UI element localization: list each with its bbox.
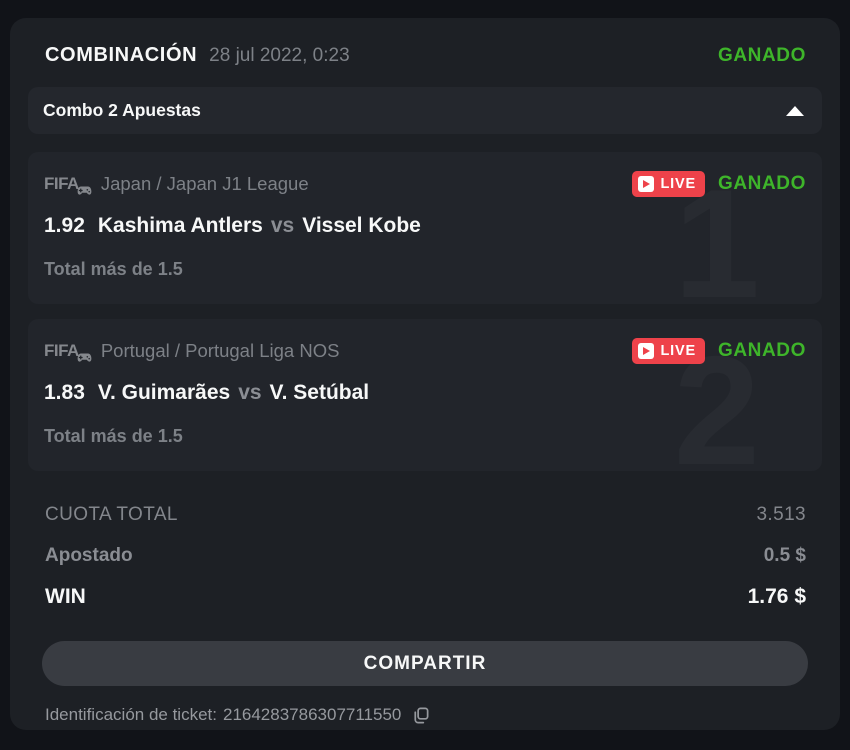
bet-top-row: FIFA Japan / Japan J1 League LIVE GANADO: [44, 171, 806, 197]
bet-market-selection: Total más de 1.5: [44, 259, 183, 279]
gamepad-icon: [77, 353, 92, 362]
ticket-header-left: COMBINACIÓN 28 jul 2022, 0:23: [45, 44, 350, 67]
vs-label: vs: [270, 214, 295, 237]
bet-summary: CUOTA TOTAL 3.513 Apostado 0.5 $ WIN 1.7…: [28, 486, 822, 617]
bet-card-2: 2 FIFA Portugal / Portugal Liga NOS LIVE…: [28, 319, 822, 471]
fifa-esports-icon: FIFA: [44, 341, 92, 362]
total-odds-label: CUOTA TOTAL: [45, 503, 178, 525]
bet-status-label: GANADO: [717, 173, 806, 194]
ticket-id-row: Identificación de ticket: 21642837863077…: [28, 686, 822, 725]
bet-odds: 1.92: [44, 214, 85, 237]
stake-label: Apostado: [45, 544, 133, 566]
win-row: WIN 1.76 $: [45, 576, 806, 617]
away-team-name: Vissel Kobe: [302, 214, 421, 237]
ticket-type-title: COMBINACIÓN: [45, 44, 198, 66]
live-label: LIVE: [660, 343, 696, 359]
ticket-id-value: 2164283786307711550: [222, 705, 402, 724]
fifa-esports-icon: FIFA: [44, 174, 92, 195]
fifa-logo-text: FIFA: [44, 341, 79, 360]
bet-status-group: LIVE GANADO: [631, 171, 806, 197]
chevron-up-icon[interactable]: [786, 105, 804, 116]
ticket-id-label: Identificación de ticket:: [45, 705, 217, 724]
fifa-logo-text: FIFA: [44, 174, 79, 193]
bet-market-selection: Total más de 1.5: [44, 426, 183, 446]
bet-card-1: 1 FIFA Japan / Japan J1 League LIVE GANA…: [28, 152, 822, 304]
live-badge: LIVE: [631, 171, 705, 197]
away-team-name: V. Setúbal: [269, 381, 370, 404]
play-icon: [637, 343, 654, 359]
live-label: LIVE: [660, 176, 696, 192]
stake-value: 0.5 $: [763, 544, 806, 566]
home-team-name: Kashima Antlers: [97, 214, 263, 237]
ticket-datetime: 28 jul 2022, 0:23: [209, 45, 350, 66]
league-row: FIFA Japan / Japan J1 League: [44, 173, 309, 195]
league-name: Japan / Japan J1 League: [100, 173, 309, 194]
match-row: 1.83 V. Guimarães vs V. Setúbal: [44, 381, 806, 405]
live-badge: LIVE: [631, 338, 705, 364]
gamepad-icon: [77, 186, 92, 195]
ticket-header: COMBINACIÓN 28 jul 2022, 0:23 GANADO: [28, 18, 822, 87]
combo-accordion-header[interactable]: Combo 2 Apuestas: [28, 87, 822, 134]
ticket-status-label: GANADO: [717, 44, 806, 66]
vs-label: vs: [238, 381, 262, 404]
bet-status-group: LIVE GANADO: [631, 338, 806, 364]
bet-top-row: FIFA Portugal / Portugal Liga NOS LIVE G…: [44, 338, 806, 364]
bet-odds: 1.83: [44, 381, 85, 404]
league-row: FIFA Portugal / Portugal Liga NOS: [44, 340, 339, 362]
league-name: Portugal / Portugal Liga NOS: [100, 340, 340, 361]
total-odds-row: CUOTA TOTAL 3.513: [45, 494, 806, 535]
play-icon: [637, 176, 654, 192]
win-value: 1.76 $: [747, 584, 806, 608]
bet-status-label: GANADO: [717, 340, 806, 361]
stake-row: Apostado 0.5 $: [45, 535, 806, 576]
share-button[interactable]: COMPARTIR: [42, 641, 808, 686]
match-row: 1.92 Kashima Antlers vs Vissel Kobe: [44, 214, 806, 238]
combo-label: Combo 2 Apuestas: [43, 100, 201, 120]
total-odds-value: 3.513: [756, 503, 806, 525]
home-team-name: V. Guimarães: [97, 381, 231, 404]
bet-ticket-card: COMBINACIÓN 28 jul 2022, 0:23 GANADO Com…: [10, 18, 840, 730]
copy-icon[interactable]: [411, 706, 430, 725]
win-label: WIN: [45, 584, 86, 608]
